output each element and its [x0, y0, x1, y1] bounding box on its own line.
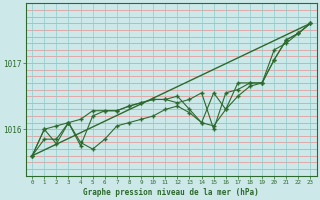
X-axis label: Graphe pression niveau de la mer (hPa): Graphe pression niveau de la mer (hPa)	[84, 188, 259, 197]
